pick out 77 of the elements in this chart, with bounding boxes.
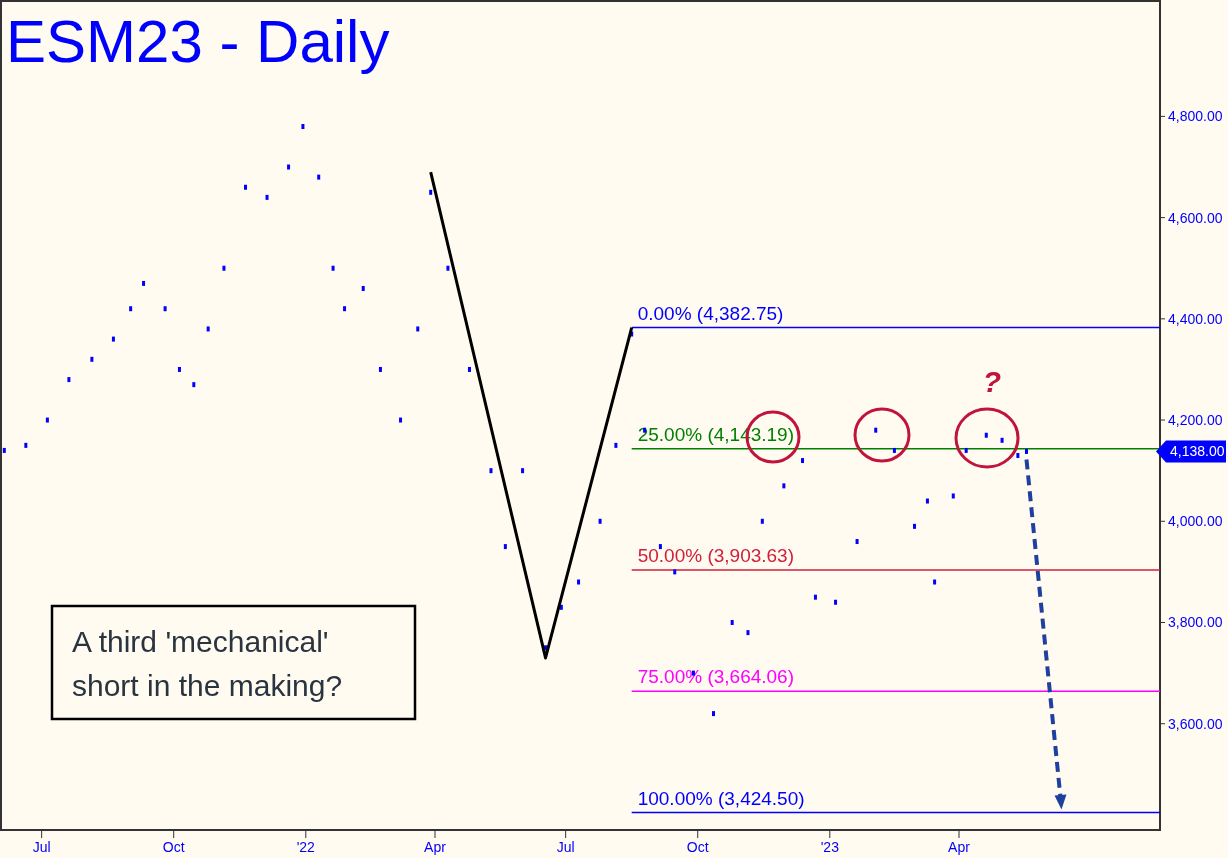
x-tick-label: '23: [820, 839, 840, 855]
point: [964, 447, 968, 453]
annotation: A third 'mechanical' short in the making?: [72, 625, 343, 702]
point: [446, 265, 450, 271]
point: [429, 189, 433, 195]
point: [361, 285, 365, 291]
x-tick-label: Apr: [424, 839, 447, 855]
point: [265, 194, 269, 200]
point: [933, 579, 937, 585]
y-tick-label: 3,800.00: [1168, 614, 1223, 631]
point: [467, 366, 471, 372]
point: [521, 468, 525, 474]
point: [730, 620, 734, 625]
point: [834, 599, 838, 605]
point: [984, 432, 988, 438]
point: [222, 265, 226, 271]
point: [67, 377, 71, 383]
point: [489, 468, 493, 474]
y-tick-label: 4,400.00: [1168, 310, 1223, 327]
point: [760, 518, 764, 524]
point: [892, 447, 896, 453]
point: [90, 356, 94, 362]
point: [163, 306, 167, 312]
x-tick-label: Oct: [162, 839, 185, 855]
x-tick-label: Apr: [948, 839, 971, 855]
point: [1000, 437, 1004, 443]
ref-line-label: 100.00% (3,424.50): [637, 787, 805, 809]
point: [559, 604, 563, 610]
point: [416, 326, 420, 332]
point: [673, 569, 677, 575]
point: [813, 594, 817, 600]
point: [206, 326, 210, 332]
ref-line-label: 0.00% (4,382.75): [637, 302, 784, 324]
y-tick-label: 4,600.00: [1168, 209, 1223, 226]
point: [111, 336, 115, 342]
point: [614, 442, 618, 448]
ref-line-label: 50.00% (3,903.63): [637, 545, 795, 567]
point: [577, 579, 581, 585]
point: [874, 427, 878, 433]
point: [142, 280, 146, 286]
x-tick-label: Oct: [686, 839, 709, 855]
text: 4,138.00: [1170, 443, 1225, 460]
ref-line-label: 75.00% (3,664.06): [637, 666, 795, 688]
point: [746, 630, 750, 636]
point: [24, 442, 28, 448]
x-tick-label: Jul: [556, 839, 575, 855]
point: [2, 447, 6, 453]
point: [45, 417, 49, 423]
point: [317, 174, 321, 180]
point: [399, 417, 403, 423]
y-tick-label: 4,800.00: [1168, 108, 1223, 125]
y-tick-label: 4,000.00: [1168, 513, 1223, 530]
point: [1024, 448, 1028, 454]
y-tick-label: 3,600.00: [1168, 715, 1223, 732]
y-tick-label: 4,200.00: [1168, 411, 1223, 428]
point: [855, 539, 859, 545]
point: [301, 124, 305, 130]
point: [913, 523, 917, 529]
point: [503, 544, 507, 550]
x-tick-label: '22: [296, 839, 316, 855]
point: [129, 306, 133, 312]
point: [177, 366, 181, 372]
point: [287, 164, 291, 170]
point: [782, 483, 786, 489]
annotation: ?: [982, 365, 1002, 398]
point: [378, 366, 382, 372]
point: [712, 711, 716, 717]
point: [192, 382, 196, 388]
x-tick-label: Jul: [32, 839, 51, 855]
point: [343, 306, 347, 312]
point: [801, 458, 805, 464]
point: [951, 493, 955, 499]
point: [925, 498, 929, 504]
point: [1016, 452, 1020, 458]
point: [598, 518, 602, 524]
chart-title: ESM23 - Daily: [6, 8, 390, 75]
point: [331, 265, 335, 271]
